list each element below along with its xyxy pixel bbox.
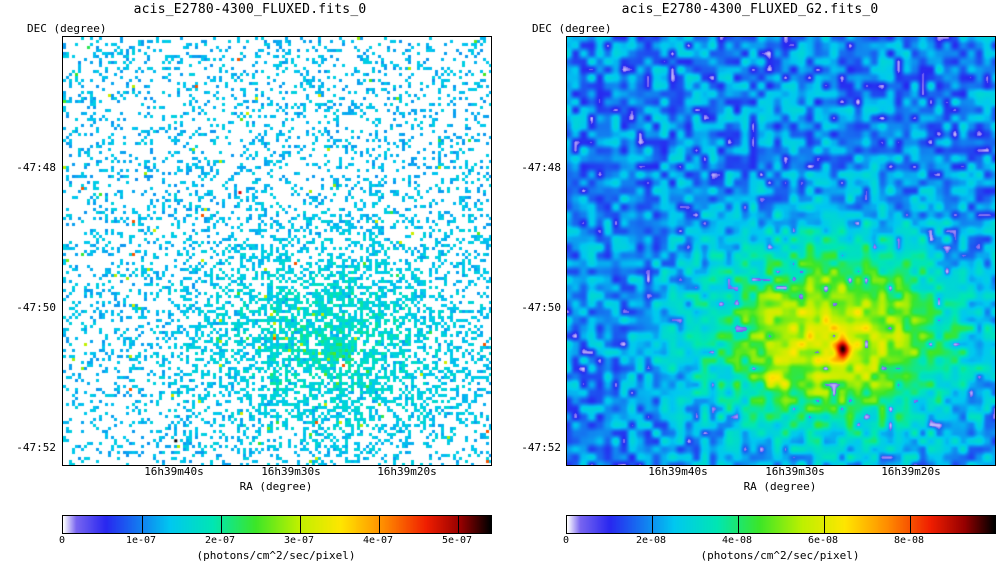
panel-title: acis_E2780-4300_FLUXED_G2.fits_0 <box>621 2 879 17</box>
colorbar-tick <box>738 516 739 533</box>
heatmap-plot[interactable] <box>566 36 996 466</box>
colorbar-tick-label: 3e-07 <box>283 535 315 546</box>
colorbar-tick-label: 6e-08 <box>807 535 839 546</box>
colorbar-tick-label: 1e-07 <box>125 535 157 546</box>
colorbar-unit-label: (photons/cm^2/sec/pixel) <box>196 549 356 562</box>
colorbar <box>62 515 492 534</box>
colorbar-tick-label: 5e-07 <box>441 535 473 546</box>
colorbar-tick <box>824 516 825 533</box>
colorbar-tick-label: 4e-07 <box>362 535 394 546</box>
left-panel: acis_E2780-4300_FLUXED.fits_0 DEC (degre… <box>16 2 492 562</box>
colorbar-tick-label: 0 <box>58 535 66 546</box>
colorbar <box>566 515 996 534</box>
colorbar-unit-label: (photons/cm^2/sec/pixel) <box>700 549 860 562</box>
colorbar-tick-label: 2e-07 <box>204 535 236 546</box>
y-axis-label: DEC (degree) <box>532 22 612 35</box>
colorbar-tick <box>910 516 911 533</box>
colorbar-tick-label: 4e-08 <box>721 535 753 546</box>
y-tick-label: -47:48 <box>16 161 56 174</box>
colorbar-tick-label: 2e-08 <box>635 535 667 546</box>
colorbar-tick-label: 8e-08 <box>893 535 925 546</box>
heatmap-canvas[interactable] <box>63 37 491 465</box>
heatmap-plot[interactable] <box>62 36 492 466</box>
y-tick-label: -47:50 <box>521 301 561 314</box>
x-tick-label: 16h39m20s <box>377 465 437 478</box>
colorbar-gradient <box>63 516 491 533</box>
x-tick-label: 16h39m40s <box>144 465 204 478</box>
colorbar-tick <box>458 516 459 533</box>
y-tick-label: -47:52 <box>521 441 561 454</box>
x-axis-label: RA (degree) <box>239 480 313 493</box>
y-tick-label: -47:50 <box>16 301 56 314</box>
heatmap-canvas[interactable] <box>567 37 995 465</box>
colorbar-tick-label: 0 <box>562 535 570 546</box>
colorbar-tick <box>300 516 301 533</box>
x-tick-label: 16h39m20s <box>881 465 941 478</box>
x-axis-label: RA (degree) <box>743 480 817 493</box>
colorbar-tick <box>652 516 653 533</box>
x-tick-label: 16h39m30s <box>765 465 825 478</box>
colorbar-tick <box>221 516 222 533</box>
x-tick-label: 16h39m40s <box>648 465 708 478</box>
y-tick-label: -47:52 <box>16 441 56 454</box>
colorbar-tick <box>142 516 143 533</box>
y-tick-label: -47:48 <box>521 161 561 174</box>
colorbar-gradient <box>567 516 995 533</box>
x-tick-label: 16h39m30s <box>261 465 321 478</box>
colorbar-tick <box>379 516 380 533</box>
right-panel: acis_E2780-4300_FLUXED_G2.fits_0 DEC (de… <box>500 0 1000 587</box>
y-axis-label: DEC (degree) <box>27 22 107 35</box>
panel-title: acis_E2780-4300_FLUXED.fits_0 <box>133 2 367 17</box>
